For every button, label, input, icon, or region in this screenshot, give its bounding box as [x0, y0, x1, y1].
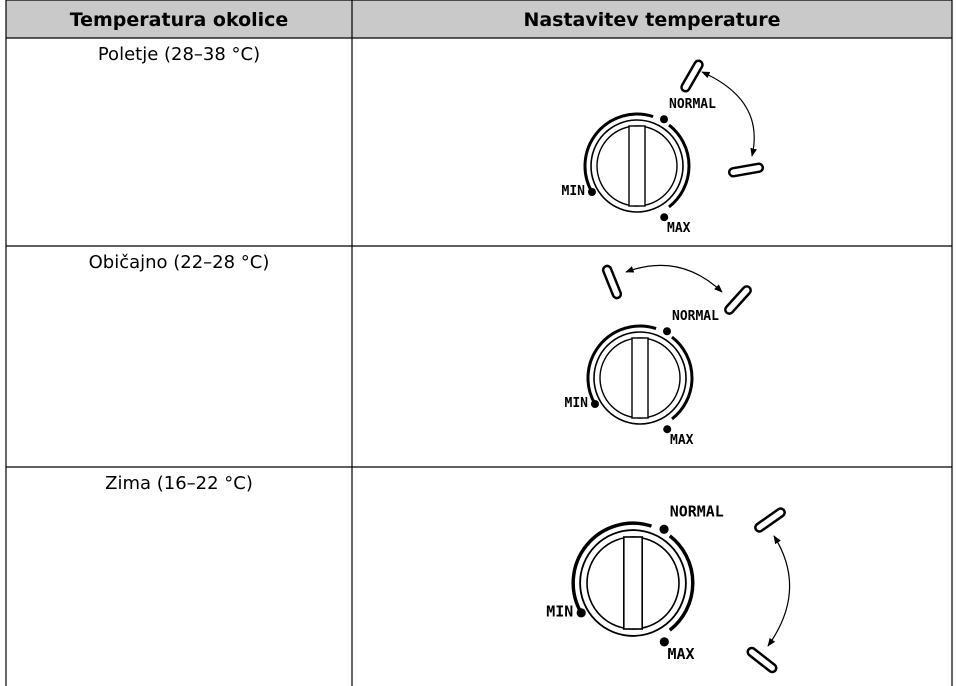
- dial-label-normal: NORMAL: [672, 309, 719, 324]
- adjust-arrow: [626, 265, 722, 292]
- pointer: [746, 646, 778, 673]
- pointer: [724, 285, 753, 316]
- dial-dot: [663, 425, 671, 433]
- dial-dot: [660, 115, 668, 123]
- ambient-cell: Običajno (22–28 °C): [89, 252, 270, 273]
- dial-dot: [591, 400, 599, 408]
- dial-label-normal: NORMAL: [669, 97, 716, 112]
- dial-label-max: MAX: [667, 221, 691, 236]
- header-cell: Nastavitev temperature: [523, 9, 780, 31]
- dial: MIN NORMAL MAX: [546, 502, 724, 663]
- dial-dot: [660, 213, 668, 221]
- dial-dot: [659, 525, 668, 534]
- dial-slot: [629, 126, 645, 206]
- dial-slot: [632, 338, 648, 418]
- table-grid: [6, 0, 952, 686]
- pointer: [754, 507, 786, 533]
- dial-dot: [663, 327, 671, 335]
- dial-label-max: MAX: [670, 433, 694, 448]
- dial-label-min: MIN: [562, 184, 586, 199]
- pointer: [680, 59, 704, 92]
- adjust-arrow: [702, 72, 754, 156]
- pointer: [602, 265, 622, 300]
- adjust-arrow: [768, 536, 790, 646]
- dial-label-min: MIN: [565, 396, 589, 411]
- pointer: [729, 163, 764, 177]
- dial: MIN NORMAL MAX: [565, 309, 720, 448]
- ambient-cell: Zima (16–22 °C): [105, 473, 253, 494]
- dial-dot: [588, 188, 596, 196]
- page: Temperatura okolice Nastavitev temperatu…: [0, 0, 956, 686]
- dial-slot: [624, 537, 642, 629]
- rows: Poletje (28–38 °C) MIN NORMAL MAX Običajno (…: [89, 44, 790, 674]
- dial-dot: [577, 608, 586, 617]
- ambient-cell: Poletje (28–38 °C): [98, 44, 260, 65]
- dial-label-normal: NORMAL: [670, 502, 724, 520]
- dial: MIN NORMAL MAX: [562, 97, 717, 236]
- dial-label-max: MAX: [668, 645, 695, 663]
- dial-label-min: MIN: [546, 602, 573, 620]
- header-cell: Temperatura okolice: [70, 9, 289, 31]
